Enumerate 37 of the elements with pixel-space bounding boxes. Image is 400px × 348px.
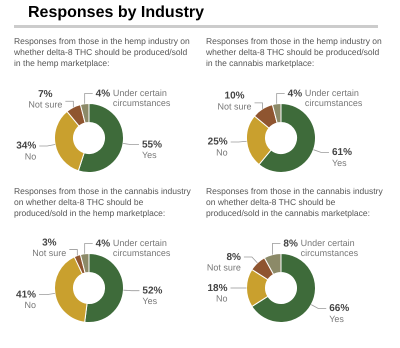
data-label: 34% [16, 140, 36, 152]
slice-label: No [216, 293, 228, 304]
slice-label: Yes [332, 158, 348, 168]
chart-title: Responses by Industry [14, 4, 378, 28]
data-label: 4% [288, 88, 302, 100]
slice-label: Not sure [28, 100, 62, 110]
data-label: 7% [38, 89, 53, 100]
data-label: 52% [142, 285, 163, 296]
data-label: 4% [96, 238, 110, 250]
data-label: 18% [207, 282, 228, 294]
slice-label: Yes [142, 296, 158, 306]
data-label: 41% [16, 289, 36, 300]
data-label: 10% [224, 90, 245, 102]
slice-label: No [24, 151, 36, 162]
chart-subtitle: Responses from those in the hemp industry on whether delta-8 THC should be produced/sold in the cannabis marketplace: [205, 36, 383, 70]
data-label: 66% [329, 303, 350, 314]
slice-label: Yes [142, 150, 158, 160]
data-label: 8% [226, 252, 242, 263]
data-label: 8% [283, 238, 298, 250]
data-label: 61% [332, 147, 352, 158]
chart-subtitle: Responses from those in the hemp industry on whether delta-8 THC should be produced/sold in the hemp marketplace: [13, 36, 191, 70]
slice-label: Not sure [206, 262, 241, 273]
slice-label: No [24, 300, 36, 310]
slice-label: Under certain circumstances [112, 238, 171, 258]
slice-label: Under certain circumstances [112, 88, 171, 108]
data-label: 55% [142, 139, 162, 150]
data-label: 3% [42, 237, 57, 248]
slice-label: Not sure [218, 101, 252, 112]
slice-label: Under certain circumstances [300, 238, 359, 258]
slice-label: Under certain circumstances [304, 88, 363, 108]
chart-subtitle: Responses from those in the cannabis industry on whether delta-8 THC should be produced/sold in the cannabis marketplace: [205, 186, 384, 220]
data-label: 25% [208, 136, 228, 148]
slice-label: Yes [329, 314, 344, 324]
chart-subtitle: Responses from those in the cannabis industry on whether delta-8 THC should be produced/sold in the hemp marketplace: [13, 186, 192, 220]
slice-label: Not sure [32, 248, 66, 258]
slice-label: No [216, 147, 228, 158]
data-label: 4% [96, 88, 110, 100]
